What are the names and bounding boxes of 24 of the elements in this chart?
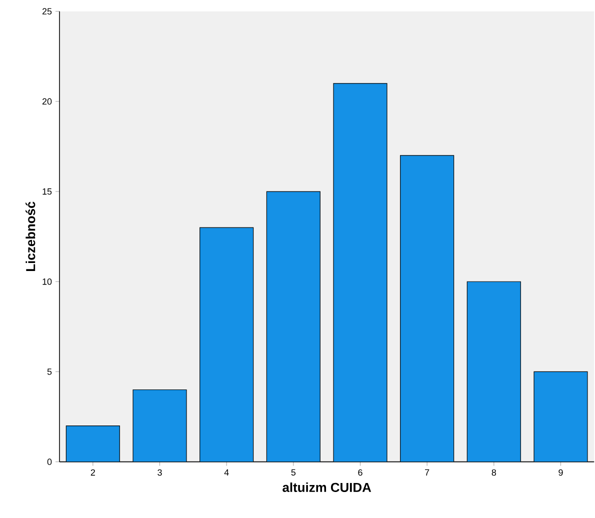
x-tick-label: 3 xyxy=(158,469,162,476)
y-tick-label: 15 xyxy=(42,188,52,194)
y-tick-label: 5 xyxy=(47,368,52,375)
y-axis-title: Liczebność xyxy=(26,201,36,271)
bar xyxy=(200,227,254,462)
bar xyxy=(400,154,454,462)
x-tick-label: 9 xyxy=(558,469,563,476)
x-tick-label: 8 xyxy=(492,469,496,476)
x-tick-label: 7 xyxy=(425,469,430,476)
y-tick-label: 0 xyxy=(47,458,52,465)
x-tick-label: 2 xyxy=(90,469,95,476)
x-tick-label: 6 xyxy=(358,469,362,476)
bar xyxy=(266,190,320,462)
bar xyxy=(66,425,120,462)
y-tick-label: 10 xyxy=(42,278,52,285)
y-tick-label: 25 xyxy=(42,8,52,14)
x-axis-title: altuizm CUIDA xyxy=(282,482,372,492)
bar xyxy=(132,389,187,462)
x-tick-label: 5 xyxy=(291,469,296,476)
bar xyxy=(466,281,521,462)
y-tick-label: 20 xyxy=(42,98,52,104)
bar xyxy=(333,82,388,462)
bar xyxy=(534,371,588,462)
x-tick-label: 4 xyxy=(224,469,229,476)
